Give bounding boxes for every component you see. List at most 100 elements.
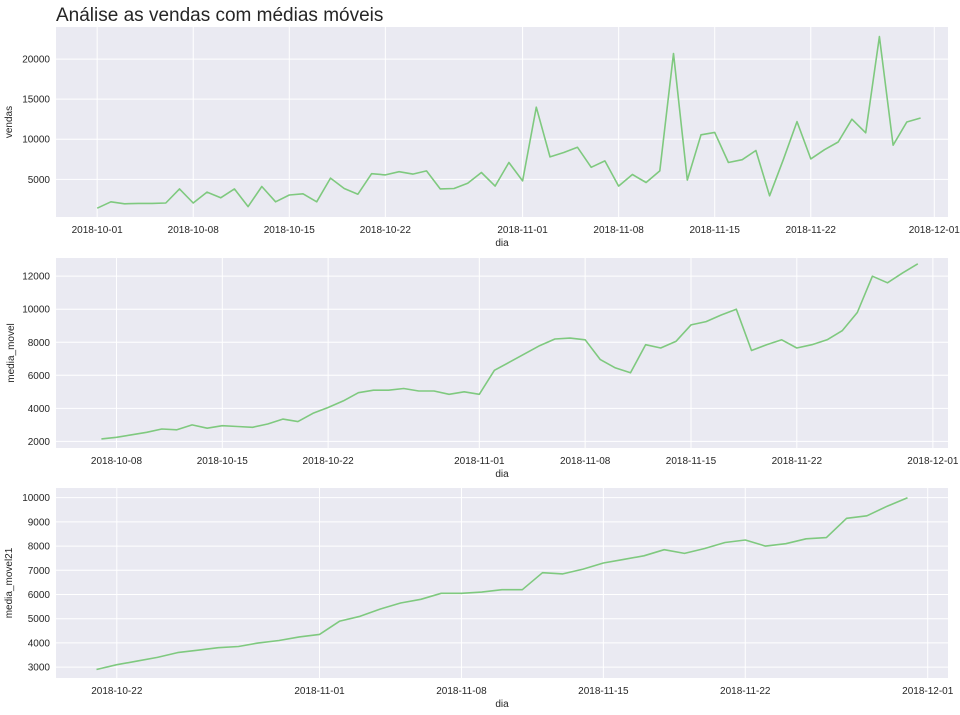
- data-point: [810, 158, 812, 160]
- data-point: [252, 427, 254, 429]
- data-point: [433, 390, 435, 392]
- data-point: [554, 338, 556, 340]
- data-point: [116, 664, 118, 666]
- y-tick-label: 12000: [22, 272, 50, 283]
- data-point: [796, 347, 798, 349]
- data-point: [714, 132, 716, 134]
- data-point: [282, 418, 284, 420]
- data-point: [549, 156, 551, 158]
- data-point: [206, 427, 208, 429]
- data-point: [805, 538, 807, 540]
- y-tick-label: 15000: [22, 95, 50, 106]
- data-point: [440, 592, 442, 594]
- data-point: [501, 589, 503, 591]
- data-point: [720, 314, 722, 316]
- data-point: [824, 149, 826, 151]
- data-point: [110, 201, 112, 203]
- data-point: [385, 174, 387, 176]
- data-point: [744, 539, 746, 541]
- data-point: [191, 424, 193, 426]
- x-tick-label: 2018-10-22: [360, 225, 412, 236]
- data-point: [330, 177, 332, 179]
- data-point: [684, 553, 686, 555]
- data-point: [705, 321, 707, 323]
- y-tick-label: 4000: [28, 404, 51, 415]
- data-point: [312, 413, 314, 415]
- data-point: [736, 308, 738, 310]
- data-point: [841, 330, 843, 332]
- x-tick-label: 2018-11-22: [786, 225, 837, 236]
- data-point: [96, 207, 98, 209]
- y-axis-label: media_movel21: [4, 547, 15, 618]
- data-point: [234, 188, 236, 190]
- plot-area: [56, 258, 948, 448]
- data-point: [920, 117, 922, 119]
- plot-area: [56, 27, 948, 217]
- x-tick-label: 2018-11-22: [720, 686, 771, 697]
- data-point: [509, 361, 511, 363]
- y-tick-label: 5000: [28, 614, 51, 625]
- data-point: [222, 425, 224, 427]
- data-point: [663, 549, 665, 551]
- plot-area: [56, 488, 948, 678]
- x-tick-label: 2018-11-01: [497, 225, 548, 236]
- x-axis-label: dia: [495, 469, 509, 480]
- data-point: [704, 548, 706, 550]
- data-point: [700, 134, 702, 136]
- data-point: [177, 652, 179, 654]
- data-point: [298, 636, 300, 638]
- y-tick-label: 8000: [28, 338, 51, 349]
- data-point: [623, 559, 625, 561]
- data-point: [358, 392, 360, 394]
- data-point: [686, 179, 688, 181]
- data-point: [643, 555, 645, 557]
- data-point: [403, 388, 405, 390]
- data-point: [116, 436, 118, 438]
- data-point: [673, 53, 675, 55]
- data-point: [675, 341, 677, 343]
- data-point: [400, 602, 402, 604]
- y-tick-label: 7000: [28, 566, 51, 577]
- x-tick-label: 2018-11-15: [689, 225, 740, 236]
- x-tick-label: 2018-10-01: [72, 225, 124, 236]
- x-tick-label: 2018-10-15: [264, 225, 316, 236]
- data-point: [288, 194, 290, 196]
- x-tick-label: 2018-10-08: [168, 225, 220, 236]
- data-point: [632, 174, 634, 176]
- data-point: [412, 173, 414, 175]
- data-point: [522, 180, 524, 182]
- chart-panel-3: 3000400050006000700080009000100002018-10…: [4, 488, 954, 710]
- data-point: [755, 150, 757, 152]
- data-point: [206, 191, 208, 193]
- data-point: [418, 390, 420, 392]
- data-point: [357, 193, 359, 195]
- data-point: [917, 263, 919, 265]
- data-point: [524, 353, 526, 355]
- data-point: [630, 372, 632, 374]
- data-point: [660, 347, 662, 349]
- data-point: [439, 188, 441, 190]
- x-tick-label: 2018-12-01: [909, 225, 960, 236]
- x-tick-label: 2018-10-22: [91, 686, 143, 697]
- data-point: [826, 537, 828, 539]
- x-axis-label: dia: [495, 238, 509, 249]
- data-point: [388, 389, 390, 391]
- x-tick-label: 2018-10-08: [91, 456, 143, 467]
- data-point: [261, 186, 263, 188]
- data-point: [157, 657, 159, 659]
- data-point: [645, 182, 647, 184]
- x-tick-label: 2018-11-01: [294, 686, 345, 697]
- data-point: [151, 203, 153, 205]
- data-point: [659, 170, 661, 172]
- data-point: [275, 201, 277, 203]
- data-point: [741, 159, 743, 161]
- y-tick-label: 2000: [28, 437, 51, 448]
- data-point: [765, 545, 767, 547]
- data-point: [811, 344, 813, 346]
- data-point: [380, 608, 382, 610]
- data-point: [448, 394, 450, 396]
- y-tick-label: 10000: [22, 135, 50, 146]
- data-point: [481, 172, 483, 174]
- data-point: [467, 183, 469, 185]
